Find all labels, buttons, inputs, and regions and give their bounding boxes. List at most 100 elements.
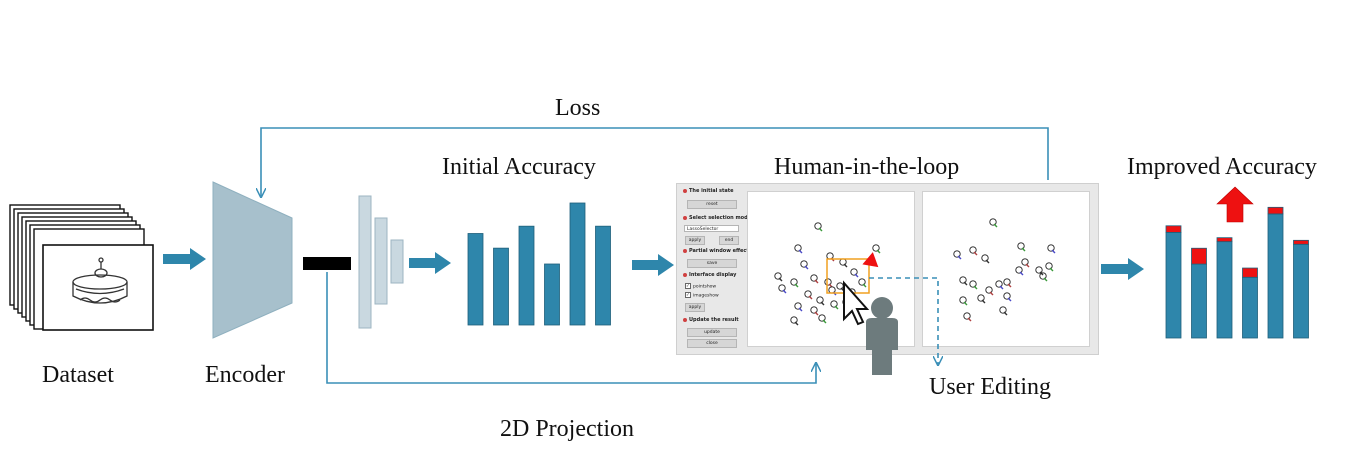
reset-button[interactable]: reset: [687, 200, 737, 209]
improved-bar-gain: [1191, 247, 1207, 265]
scatter-glyph: [1045, 262, 1054, 272]
apply-display-button[interactable]: apply: [685, 303, 705, 312]
initial-bar: [544, 263, 560, 326]
arrow-layers-bars: [409, 252, 451, 274]
dataset-stack: [9, 204, 154, 331]
improvement-up-arrow-icon: [1216, 186, 1254, 223]
scatter-glyph: [977, 294, 986, 304]
projection-2d-label: 2D Projection: [500, 416, 634, 442]
partial-window-heading: Partial window effect: [683, 248, 749, 254]
save-button[interactable]: save: [687, 259, 737, 268]
initial-bar: [518, 225, 535, 326]
imageshow-checkbox[interactable]: ✓ imageshow: [685, 292, 719, 299]
scatter-glyph: [1047, 244, 1056, 254]
scatter-glyph: [810, 274, 819, 284]
scatter-glyph: [814, 222, 823, 232]
encoder-label: Encoder: [205, 362, 285, 388]
layer-stack: [358, 195, 404, 329]
improved-bar-gain: [1165, 225, 1182, 233]
update-result-heading: Update the result: [683, 317, 739, 323]
loss-label: Loss: [555, 95, 601, 121]
scatter-glyph: [963, 312, 972, 322]
improved-bar-base: [1242, 276, 1258, 339]
scatter-glyph: [790, 316, 799, 326]
scatter-glyph: [828, 286, 837, 296]
scatter-glyph: [794, 302, 803, 312]
improved-accuracy-bars: [1165, 206, 1309, 339]
end-button[interactable]: end: [719, 236, 739, 245]
initial-bar: [595, 225, 611, 326]
scatter-glyph: [826, 252, 835, 262]
update-button[interactable]: update: [687, 328, 737, 337]
user-editing-label: User Editing: [929, 374, 1051, 400]
scatter-glyph: [1021, 258, 1030, 268]
scatter-glyph: [848, 288, 857, 298]
scatter-glyph: [981, 254, 990, 264]
scatter-glyph: [850, 268, 859, 278]
arrow-dataset-encoder: [163, 248, 206, 270]
scatter-glyph: [858, 278, 867, 288]
scatter-glyph: [989, 218, 998, 228]
scatter-glyph: [959, 276, 968, 286]
improved-bar-gain: [1216, 237, 1233, 243]
scatter-glyph: [1035, 266, 1044, 276]
scatter-glyph: [816, 296, 825, 306]
pointshow-checkbox[interactable]: ✓ pointshow: [685, 283, 717, 290]
select-mode-heading: Select selection mode: [683, 215, 751, 221]
improved-bar-base: [1165, 231, 1182, 339]
scatter-glyph: [836, 282, 845, 292]
scatter-glyph: [985, 286, 994, 296]
scatter-glyph: [794, 244, 803, 254]
scatter-glyph: [1015, 266, 1024, 276]
projection-line: [326, 272, 816, 384]
scatter-glyph: [824, 278, 833, 288]
initial-bar: [569, 202, 586, 326]
scatter-glyph: [953, 250, 962, 260]
interface-display-heading: Interface display: [683, 272, 736, 278]
projection-plot-after[interactable]: [922, 191, 1090, 347]
scatter-glyph: [1003, 278, 1012, 288]
initial-accuracy-bars: [467, 202, 611, 326]
improved-bar-base: [1267, 213, 1284, 339]
scatter-glyph: [800, 260, 809, 270]
projection-plot-before[interactable]: [747, 191, 915, 347]
selector-dropdown[interactable]: LassoSelector: [684, 225, 739, 232]
improved-bar-base: [1293, 243, 1309, 339]
scatter-glyph: [969, 246, 978, 256]
improved-bar-gain: [1293, 239, 1309, 245]
scatter-glyph: [804, 290, 813, 300]
dataset-front-card: [42, 244, 154, 331]
scatter-glyph: [842, 298, 851, 308]
initial-bar: [493, 247, 509, 326]
cake-sketch-icon: [72, 257, 128, 304]
hitl-interface-panel: The initial state reset Select selection…: [676, 183, 1099, 355]
arrow-ui-improved: [1101, 258, 1144, 280]
scatter-glyph: [872, 244, 881, 254]
initial-bar: [467, 233, 484, 326]
scatter-glyph: [1003, 292, 1012, 302]
scatter-glyph: [1017, 242, 1026, 252]
latent-vector: [303, 257, 351, 270]
scatter-glyph: [778, 284, 787, 294]
close-button[interactable]: close: [687, 339, 737, 348]
apply-button[interactable]: apply: [685, 236, 705, 245]
dataset-label: Dataset: [42, 362, 114, 388]
scatter-glyph: [774, 272, 783, 282]
scatter-glyph: [959, 296, 968, 306]
scatter-glyph: [830, 300, 839, 310]
encoder-shape: [212, 181, 293, 339]
scatter-glyph: [969, 280, 978, 290]
scatter-glyph: [790, 278, 799, 288]
scatter-glyph: [810, 306, 819, 316]
arrow-bars-ui: [632, 254, 674, 276]
scatter-glyph: [1039, 272, 1048, 282]
improved-bar-gain: [1242, 267, 1258, 278]
improved-bar-base: [1191, 263, 1207, 339]
scatter-glyph: [839, 258, 848, 268]
initial-state-heading: The initial state: [683, 188, 734, 194]
human-in-the-loop-label: Human-in-the-loop: [774, 154, 960, 180]
loss-feedback-line: [261, 127, 1049, 196]
improved-bar-gain: [1267, 206, 1284, 215]
scatter-glyph: [818, 314, 827, 324]
